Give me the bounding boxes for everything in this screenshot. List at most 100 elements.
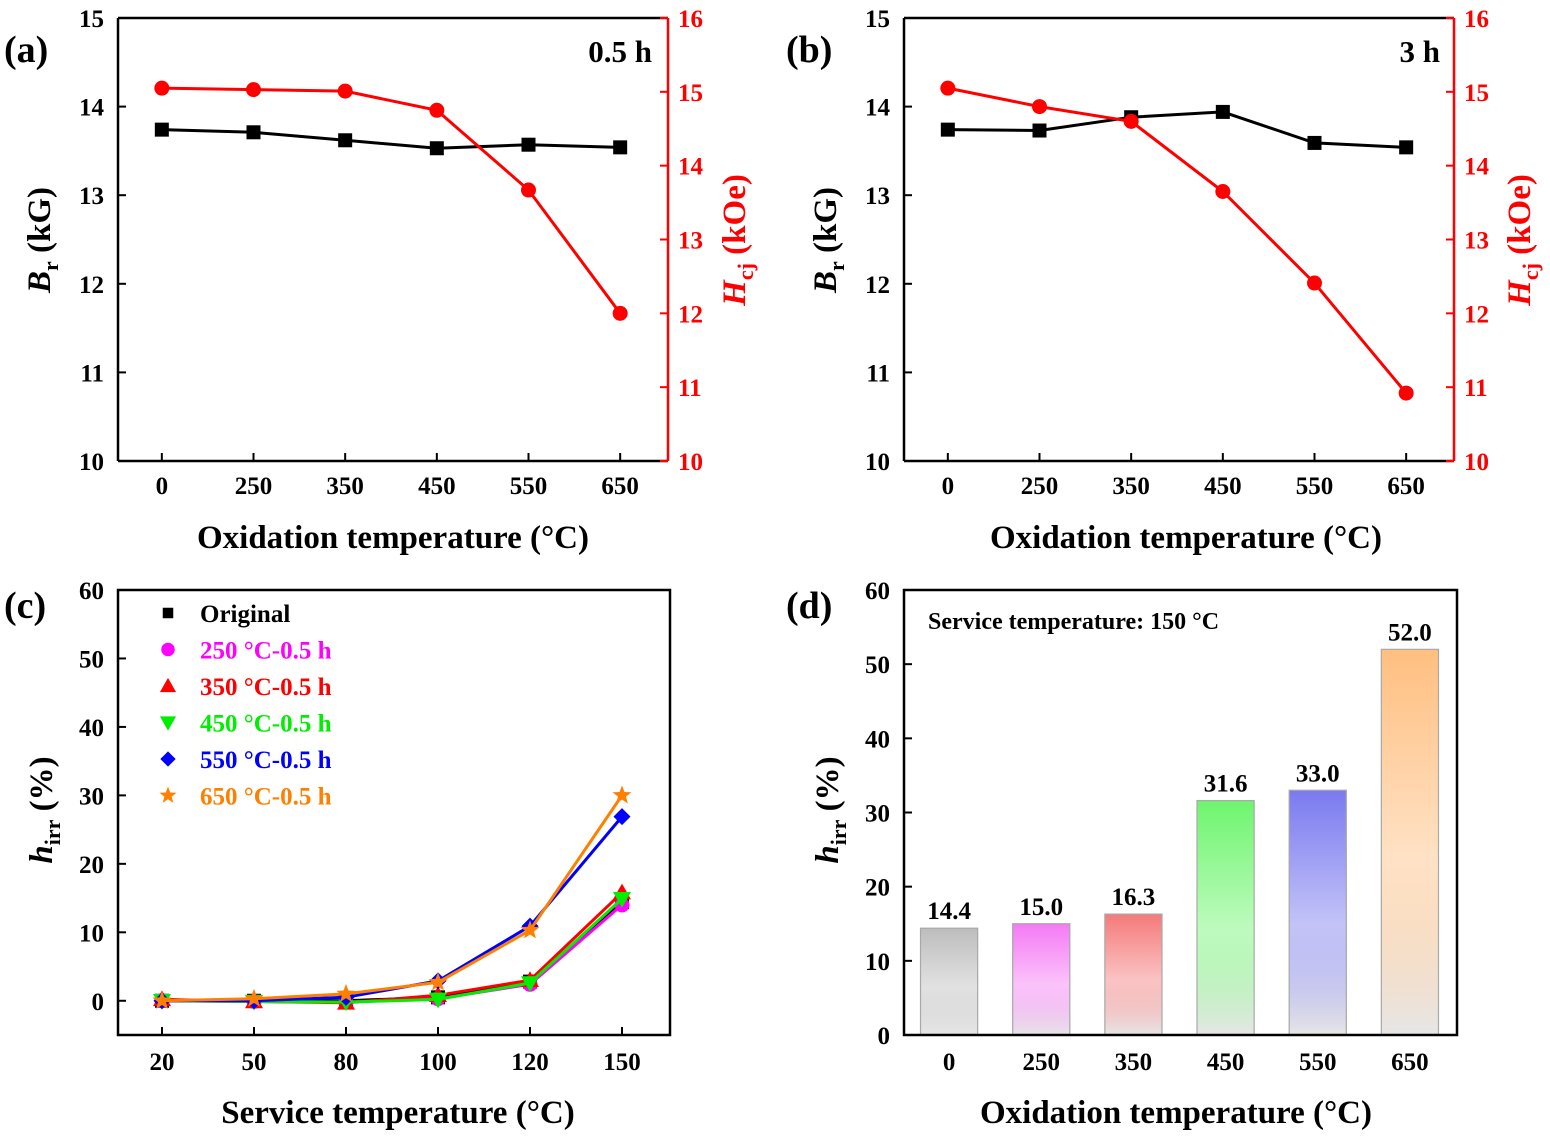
series-line bbox=[162, 815, 624, 1003]
x-tick-label: 350 bbox=[1112, 473, 1150, 500]
legend-label: 250 °C-0.5 h bbox=[200, 638, 332, 665]
legend-marker bbox=[159, 716, 177, 731]
x-tick-label: 250 bbox=[1021, 473, 1059, 500]
legend-item: 450 °C-0.5 h bbox=[159, 711, 332, 738]
y-tick-label: 40 bbox=[79, 715, 104, 742]
data-point-br bbox=[521, 137, 536, 152]
data-point-hcj bbox=[940, 80, 956, 96]
y-tick-label: 30 bbox=[865, 801, 890, 828]
y-axis-title: Br (kG) bbox=[22, 187, 63, 294]
y2-tick-label: 15 bbox=[678, 80, 703, 107]
data-point bbox=[429, 992, 447, 1009]
data-point-br bbox=[1032, 123, 1047, 138]
y2-tick-label: 11 bbox=[1464, 375, 1488, 402]
legend-item: 350 °C-0.5 h bbox=[159, 674, 332, 701]
x-tick-label: 450 bbox=[418, 473, 456, 500]
x-tick-label: 350 bbox=[1115, 1049, 1153, 1076]
duration-annotation: 0.5 h bbox=[588, 34, 652, 69]
legend-label: 550 °C-0.5 h bbox=[200, 747, 332, 774]
data-point bbox=[336, 983, 356, 1003]
x-tick-label: 120 bbox=[511, 1049, 549, 1076]
y-axis-title: hirr (%) bbox=[24, 756, 65, 863]
bar-value-label: 15.0 bbox=[1019, 894, 1063, 921]
data-point bbox=[152, 990, 172, 1009]
plot-frame bbox=[116, 588, 672, 1037]
data-point-hcj bbox=[1307, 275, 1322, 291]
y-tick-label: 10 bbox=[865, 949, 890, 976]
x-axis-title: Service temperature (°C) bbox=[221, 1095, 574, 1131]
bar bbox=[1012, 923, 1071, 1036]
data-point bbox=[612, 785, 632, 804]
data-point-br bbox=[338, 133, 353, 148]
plot-frame bbox=[902, 588, 1459, 1037]
x-tick-label: 50 bbox=[242, 1049, 267, 1076]
data-point bbox=[244, 988, 264, 1007]
data-point-br bbox=[1399, 140, 1414, 155]
x-tick-label: 100 bbox=[419, 1049, 457, 1076]
series-line-hcj bbox=[161, 86, 622, 315]
panel-d: (d) Service temperature: 150 °C Oxidatio… bbox=[786, 578, 1459, 1131]
legend-item: 250 °C-0.5 h bbox=[161, 638, 332, 665]
data-point-br bbox=[246, 125, 261, 140]
y-tick-label: 13 bbox=[865, 183, 890, 210]
legend-marker bbox=[159, 677, 177, 693]
y-axis-title: hirr (%) bbox=[810, 756, 851, 863]
data-point-hcj bbox=[1123, 113, 1139, 129]
y-tick-label: 10 bbox=[79, 449, 104, 476]
y2-tick-label: 12 bbox=[678, 301, 703, 328]
bar bbox=[1288, 789, 1347, 1036]
y2-tick-label: 16 bbox=[1464, 6, 1489, 33]
panel-a: (a) 0.5 h Oxidation temperature (°C) Br … bbox=[4, 6, 758, 556]
y2-axis-title: Hcj (kOe) bbox=[1502, 174, 1543, 307]
panel-b: (b) 3 h Oxidation temperature (°C) Br (k… bbox=[786, 6, 1543, 556]
y2-axis-title: Hcj (kOe) bbox=[717, 174, 758, 307]
data-point-hcj bbox=[1398, 385, 1414, 401]
y-tick-label: 30 bbox=[79, 783, 104, 810]
x-tick-label: 650 bbox=[1391, 1049, 1429, 1076]
y2-axis-title-unit: (kOe) bbox=[717, 174, 753, 263]
legend-marker bbox=[160, 751, 176, 767]
data-point-br bbox=[1215, 104, 1230, 119]
y-axis-title-unit: (kG) bbox=[22, 187, 58, 261]
x-tick-label: 20 bbox=[150, 1049, 175, 1076]
panel-c: (c) Service temperature (°C) hirr (%) 0 1… bbox=[4, 578, 672, 1131]
y-tick-label: 20 bbox=[865, 875, 890, 902]
y2-tick-label: 13 bbox=[678, 228, 703, 255]
x-tick-label: 0 bbox=[942, 473, 955, 500]
series-line-br bbox=[161, 128, 621, 150]
x-tick-label: 450 bbox=[1204, 473, 1242, 500]
series-line-hcj bbox=[947, 86, 1408, 395]
bar bbox=[1196, 800, 1255, 1036]
y2-tick-label: 13 bbox=[1464, 228, 1489, 255]
x-tick-label: 250 bbox=[1023, 1049, 1061, 1076]
y-axis-title-main: h bbox=[24, 845, 60, 863]
data-point-br bbox=[429, 141, 444, 156]
y-axis-title-unit: (%) bbox=[24, 756, 60, 819]
y-tick-label: 50 bbox=[79, 646, 104, 673]
legend-item: 550 °C-0.5 h bbox=[160, 747, 332, 774]
series-br bbox=[154, 122, 628, 156]
data-point-br bbox=[154, 122, 169, 137]
y-tick-label: 12 bbox=[865, 272, 890, 299]
y-tick-label: 60 bbox=[79, 578, 104, 605]
panel-label: (b) bbox=[786, 29, 832, 71]
data-point-hcj bbox=[1215, 184, 1231, 200]
series-6 bbox=[152, 785, 632, 1009]
x-tick-label: 350 bbox=[326, 473, 364, 500]
x-tick-label: 650 bbox=[1387, 473, 1425, 500]
y2-axis-title-main: H bbox=[717, 279, 753, 307]
series-5 bbox=[153, 808, 631, 1010]
y-tick-label: 10 bbox=[865, 449, 890, 476]
x-axis-title: Oxidation temperature (°C) bbox=[197, 520, 589, 556]
legend-label: Original bbox=[200, 601, 290, 628]
y-tick-label: 15 bbox=[79, 6, 104, 33]
y-axis-title-unit: (%) bbox=[810, 756, 846, 819]
legend-marker bbox=[159, 786, 177, 803]
x-tick-label: 250 bbox=[235, 473, 273, 500]
y2-tick-label: 10 bbox=[1464, 449, 1489, 476]
y2-tick-label: 10 bbox=[678, 449, 703, 476]
y-tick-label: 50 bbox=[865, 652, 890, 679]
data-point-hcj bbox=[1032, 99, 1047, 115]
y-tick-label: 13 bbox=[79, 183, 104, 210]
data-point-hcj bbox=[337, 83, 353, 99]
